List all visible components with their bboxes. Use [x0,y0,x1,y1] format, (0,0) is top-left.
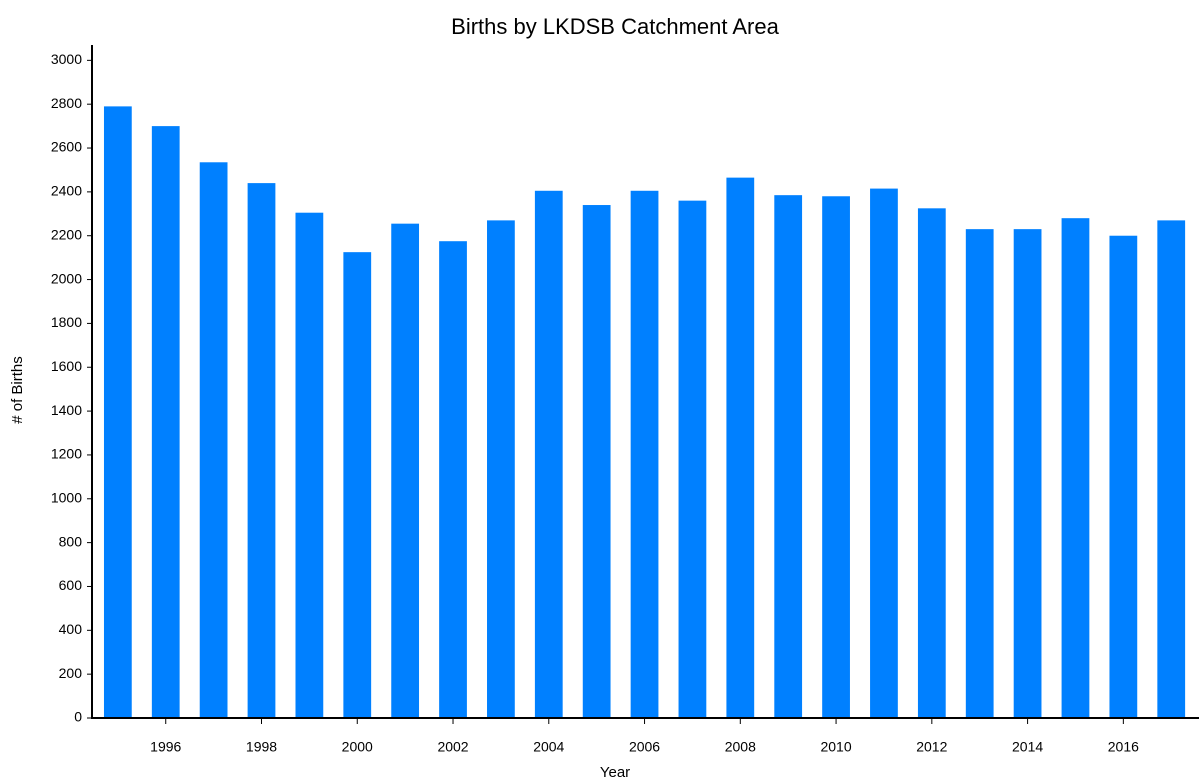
bar [534,190,563,718]
bar [630,190,659,718]
bar [1109,235,1138,719]
x-tick-label: 2014 [1012,739,1043,755]
y-tick-label: 600 [59,577,83,593]
bar [151,126,180,719]
x-tick-label: 2004 [533,739,564,755]
x-tick-label: 2000 [342,739,373,755]
y-tick-label: 1600 [51,358,82,374]
bar [295,212,324,718]
bar [822,196,850,718]
x-tick-label: 2012 [916,739,947,755]
y-axis-title: # of Births [9,356,26,424]
bar [582,205,611,719]
bar [247,183,276,719]
bar [1157,220,1186,719]
bar [1013,229,1042,719]
x-tick-label: 2008 [725,739,756,755]
x-tick-label: 2010 [820,739,851,755]
bar [774,195,803,718]
y-tick-label: 0 [74,709,82,725]
x-tick-label: 2002 [437,739,468,755]
bar [487,220,515,719]
y-tick-label: 800 [59,533,83,549]
bar [391,223,420,718]
x-axis-title: Year [600,764,630,781]
y-tick-label: 2400 [51,183,82,199]
bar [343,252,372,718]
y-tick-label: 400 [59,621,83,637]
chart-title: Births by LKDSB Catchment Area [451,14,779,39]
y-tick-label: 1000 [51,489,82,505]
y-tick-label: 1400 [51,402,82,418]
y-tick-label: 2000 [51,270,82,286]
y-tick-label: 1200 [51,446,82,462]
bar [917,208,946,718]
y-tick-label: 1800 [51,314,82,330]
bar [439,241,467,719]
x-tick-label: 2006 [629,739,660,755]
x-tick-label: 1996 [150,739,181,755]
y-tick-label: 2800 [51,95,82,111]
x-tick-label: 2016 [1108,739,1139,755]
bar [678,200,707,718]
x-tick-label: 1998 [246,739,277,755]
y-tick-label: 2200 [51,226,82,242]
bar [199,162,228,719]
bar [1061,218,1090,718]
y-tick-label: 2600 [51,139,82,155]
bar [965,229,994,719]
y-tick-label: 3000 [51,51,82,67]
bar [103,106,132,719]
bar [870,188,898,718]
y-tick-label: 200 [59,665,83,681]
bar [726,177,755,719]
